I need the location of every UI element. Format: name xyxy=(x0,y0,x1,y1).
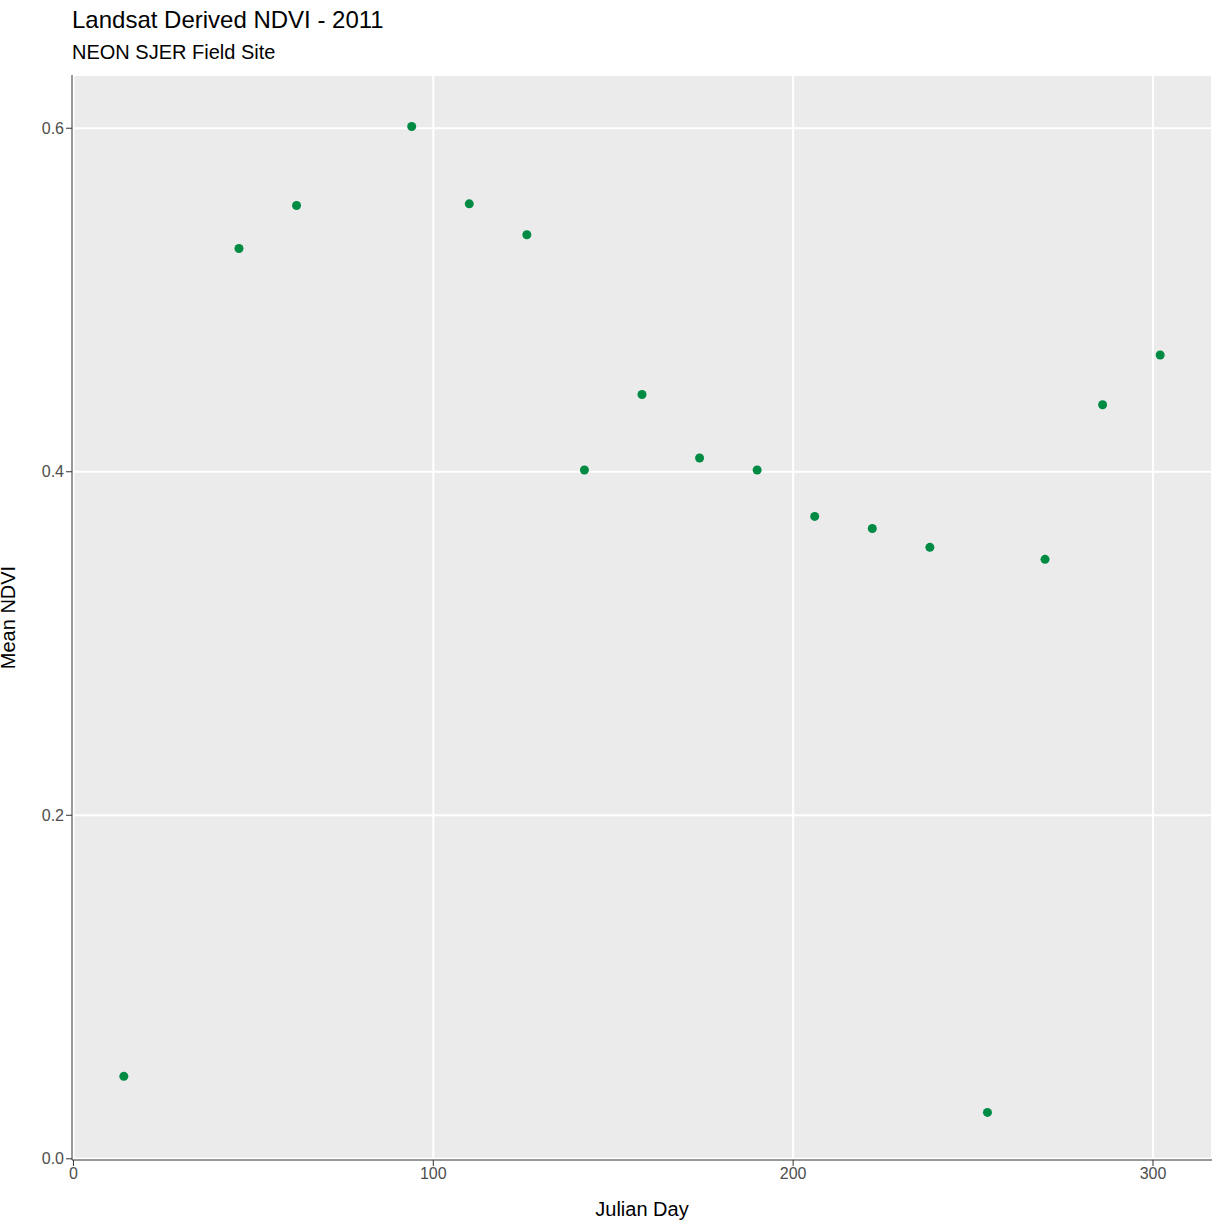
svg-text:0: 0 xyxy=(69,1165,78,1182)
svg-text:Mean NDVI: Mean NDVI xyxy=(8,566,19,669)
svg-text:300: 300 xyxy=(1140,1165,1167,1182)
svg-text:0.6: 0.6 xyxy=(42,120,64,137)
svg-text:0.4: 0.4 xyxy=(42,463,64,480)
svg-text:200: 200 xyxy=(780,1165,807,1182)
svg-text:100: 100 xyxy=(420,1165,447,1182)
html-text:NEON SJER Field Site: NEON SJER Field Site xyxy=(72,41,276,63)
svg-text:0.2: 0.2 xyxy=(42,807,64,824)
svg-text:0.0: 0.0 xyxy=(42,1150,64,1167)
html-text:Landsat Derived NDVI - 2011: Landsat Derived NDVI - 2011 xyxy=(72,6,384,33)
svg-text:Julian Day: Julian Day xyxy=(595,1198,688,1220)
